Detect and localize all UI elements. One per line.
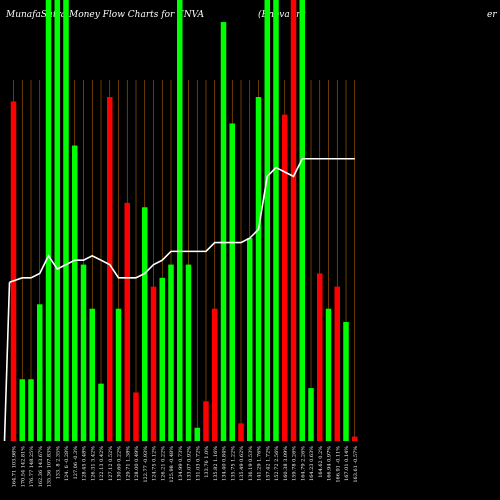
- bar: [325, 308, 332, 441]
- x-tick-label: 176.77 148.25%: [29, 446, 35, 488]
- bar: [255, 97, 262, 442]
- bar: [282, 114, 288, 441]
- bar: [238, 423, 244, 441]
- x-tick-label: 170.54 142.81%: [20, 446, 26, 488]
- bar: [168, 264, 174, 441]
- x-tick-label: 160.38 3.09%: [283, 446, 289, 481]
- x-tick-label: 124.75 0.12%: [152, 446, 158, 481]
- x-tick-label: 126.21 0.22%: [160, 446, 166, 481]
- x-tick-label: 129.71 1.38%: [125, 446, 131, 481]
- bar: [212, 308, 218, 441]
- bar: [159, 277, 165, 441]
- x-tick-label: 141.29 1.76%: [257, 446, 263, 481]
- x-tick-label: 135.36 107.83%: [47, 446, 53, 488]
- bar: [10, 101, 17, 442]
- x-tick-label: 166.94 0.97%: [327, 446, 333, 481]
- bar: [352, 436, 358, 441]
- x-tick-label: 131.03 0.72%: [195, 446, 201, 481]
- bar: [229, 123, 235, 441]
- bar: [45, 0, 52, 441]
- bar: [194, 427, 200, 441]
- bar: [98, 383, 104, 441]
- x-tick-label: 127.12 0.52%: [108, 446, 114, 481]
- bar: [334, 286, 340, 441]
- x-tick-label: 135.82 1.16%: [213, 446, 219, 481]
- bar: [299, 0, 305, 441]
- x-tick-label: 134.40 0.84%: [222, 446, 228, 481]
- bar: [19, 379, 25, 441]
- bar: [273, 0, 279, 441]
- price-line: [9, 157, 355, 283]
- x-tick-label: 135.75 1.22%: [230, 446, 236, 481]
- x-tick-labels: 164.71 103.98% 170.54 142.81% 176.77 148.2…: [12, 446, 359, 488]
- bar: [72, 145, 78, 441]
- x-tick-label: 124. 6 -0.28%: [64, 446, 70, 481]
- x-tick-label: 157.42 1.72%: [265, 446, 271, 481]
- bar: [247, 238, 253, 441]
- price-line-start: [3, 282, 11, 442]
- x-tick-label: 133.07 0.92%: [187, 446, 193, 481]
- x-tick-label: 164.23 0.63%: [309, 446, 315, 481]
- bar: [177, 0, 183, 441]
- bar: [185, 264, 192, 441]
- bar: [308, 388, 314, 441]
- x-tick-label: 133.76 1.0%: [204, 446, 210, 478]
- x-tick-label: 163.61 -0.57%: [353, 446, 359, 483]
- bar: [89, 308, 95, 441]
- bar: [37, 304, 43, 441]
- x-tick-label: 130.60 0.22%: [117, 446, 123, 481]
- x-tick-label: 128.45 0.48%: [82, 446, 88, 481]
- chart-subtitle: (Enova Int: [258, 9, 306, 20]
- x-tick-label: 136.19 0.53%: [248, 446, 254, 481]
- bar: [343, 321, 349, 441]
- bar: [63, 0, 69, 441]
- x-tick-label: 128.00 0.49%: [134, 446, 140, 481]
- bar: [28, 379, 34, 441]
- bar: [290, 0, 297, 441]
- bar: [115, 308, 122, 441]
- x-tick-label: 166.91 -0.11%: [335, 446, 341, 483]
- x-tick-label: 167.01 0.14%: [344, 446, 350, 481]
- x-tick-label: 127.06 -0.3%: [73, 446, 79, 480]
- x-tick-label: 125.98 -0.48%: [169, 446, 175, 483]
- bar-series: [10, 0, 358, 442]
- x-tick-label: 134.99 0.73%: [178, 446, 184, 481]
- bar: [203, 401, 209, 441]
- bar: [133, 392, 139, 441]
- x-tick-label: 162.36 143.67%: [38, 446, 44, 488]
- chart-title-suffix: er: [487, 10, 497, 20]
- x-tick-label: 164.79 2.26%: [300, 446, 306, 481]
- x-tick-label: 135.49 0.62%: [239, 446, 245, 481]
- x-tick-label: 133. 8 2.35%: [55, 446, 61, 480]
- bar: [107, 97, 113, 442]
- bar: [142, 207, 148, 441]
- x-tick-label: 159.78 0.26%: [292, 446, 298, 481]
- x-tick-label: 122.77 -0.93%: [143, 446, 149, 483]
- bar: [317, 273, 323, 441]
- bar: [54, 0, 60, 441]
- bar: [264, 0, 270, 441]
- x-tick-label: 122.13 0.42%: [99, 446, 105, 481]
- bar: [150, 286, 157, 441]
- x-tick-label: 152.72 2.56%: [274, 446, 280, 481]
- x-tick-label: 126.31 3.42%: [90, 446, 96, 481]
- chart-title: MunafaSutra Money Flow Charts for ENVA: [5, 10, 204, 20]
- price-line-series: [3, 157, 355, 442]
- bar: [80, 264, 87, 441]
- bar: [220, 22, 227, 442]
- bar: [124, 202, 130, 441]
- x-tick-label: 164.71 103.98%: [12, 446, 18, 488]
- x-tick-label: 164.62 0.2%: [318, 446, 324, 478]
